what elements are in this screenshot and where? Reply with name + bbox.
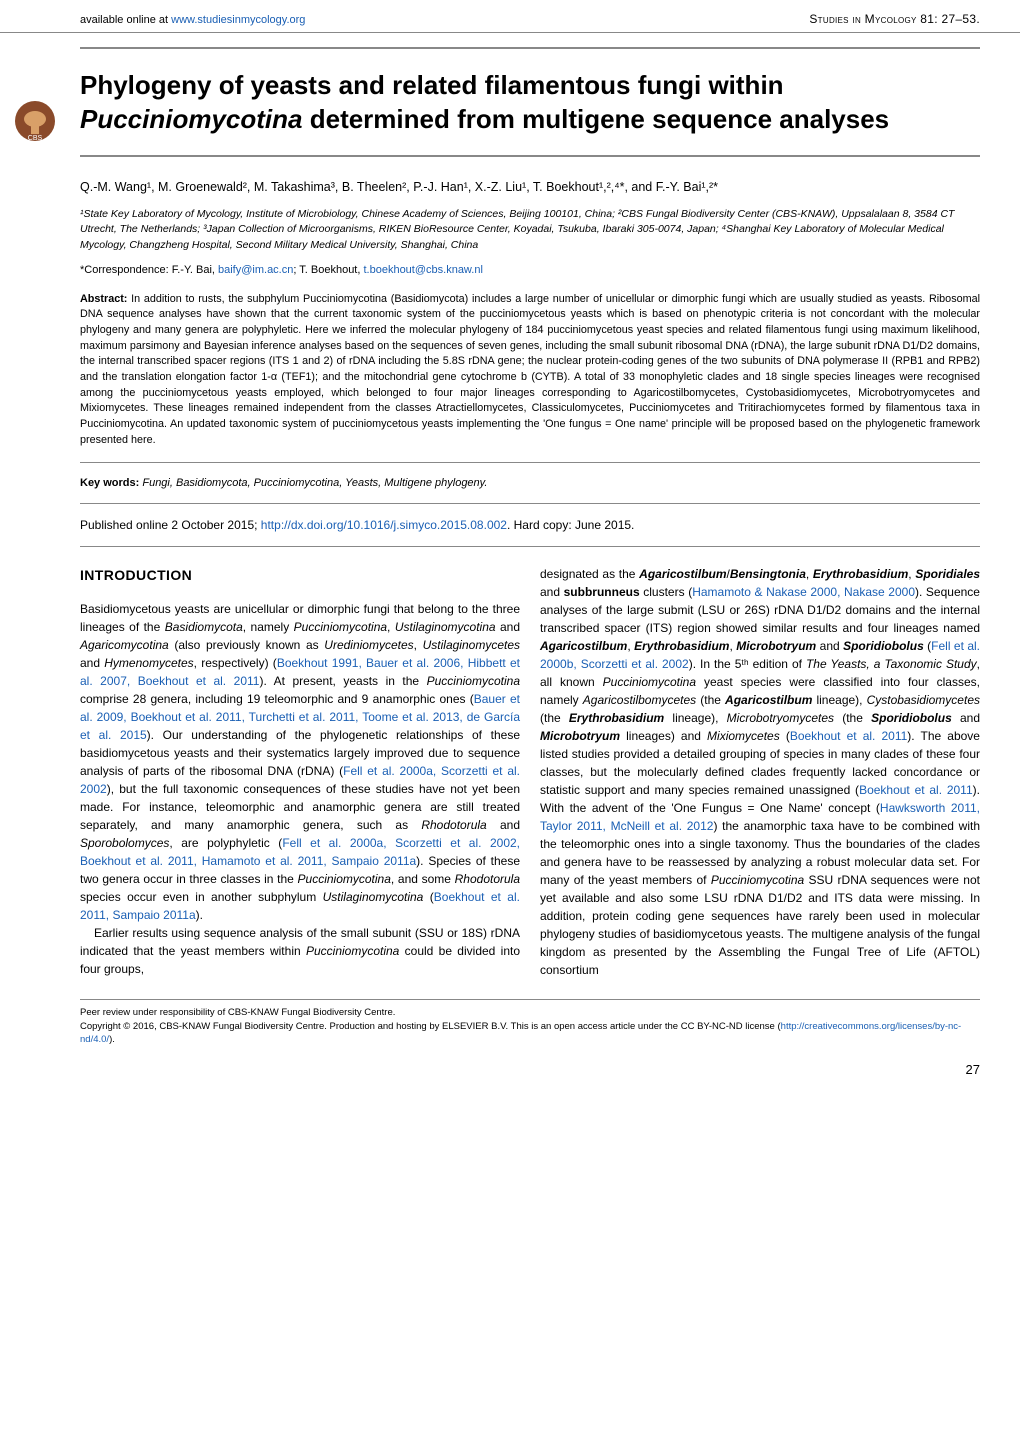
correspondence-label: *Correspondence xyxy=(80,264,166,276)
introduction-heading: INTRODUCTION xyxy=(80,565,520,586)
doi-link[interactable]: http://dx.doi.org/10.1016/j.simyco.2015.… xyxy=(261,518,507,532)
svg-text:CBS: CBS xyxy=(28,135,43,142)
peer-review-note: Peer review under responsibility of CBS-… xyxy=(80,1006,980,1019)
right-column: designated as the Agaricostilbum/Bensing… xyxy=(540,565,980,979)
journal-logo: CBS xyxy=(14,100,56,142)
separator-1 xyxy=(80,462,980,463)
copyright-note: Copyright © 2016, CBS-KNAW Fungal Biodiv… xyxy=(80,1020,980,1047)
published-online: Published online 2 October 2015; http://… xyxy=(80,518,980,532)
email-link-2[interactable]: t.boekhout@cbs.knaw.nl xyxy=(363,264,482,276)
journal-reference: Studies in Mycology 81: 27–53. xyxy=(809,12,980,26)
keywords-label: Key words: xyxy=(80,477,139,489)
keywords-block: Key words: Fungi, Basidiomycota, Puccini… xyxy=(80,477,980,489)
keywords-body: Fungi, Basidiomycota, Pucciniomycotina, … xyxy=(139,477,487,489)
pub-text1: Published online 2 October 2015; xyxy=(80,518,261,532)
side-tab: Studies in Mycology xyxy=(0,680,52,1320)
page-number: 27 xyxy=(0,1062,980,1077)
correspondence-text2: ; T. Boekhout, xyxy=(293,264,363,276)
title-emph: Pucciniomycotina xyxy=(80,104,303,134)
abstract-block: Abstract: In addition to rusts, the subp… xyxy=(80,292,980,448)
title-line1: Phylogeny of yeasts and related filament… xyxy=(80,70,784,100)
journal-url-link[interactable]: www.studiesinmycology.org xyxy=(171,14,305,26)
authors-block: Q.-M. Wang¹, M. Groenewald², M. Takashim… xyxy=(80,177,980,197)
header-left: available online at www.studiesinmycolog… xyxy=(80,14,305,26)
ref-link[interactable]: Hamamoto & Nakase 2000, Nakase 2000 xyxy=(692,585,915,599)
intro-para-1: Basidiomycetous yeasts are unicellular o… xyxy=(80,600,520,924)
correspondence-block: *Correspondence: F.-Y. Bai, baify@im.ac.… xyxy=(80,264,980,276)
abstract-body: In addition to rusts, the subphylum Pucc… xyxy=(80,293,980,446)
footer-block: Peer review under responsibility of CBS-… xyxy=(80,999,980,1046)
title-line2-rest: determined from multigene sequence analy… xyxy=(303,104,890,134)
ref-link[interactable]: Boekhout et al. 2011 xyxy=(859,783,973,797)
abstract-label: Abstract: xyxy=(80,293,127,305)
intro-para-cont: designated as the Agaricostilbum/Bensing… xyxy=(540,565,980,979)
email-link-1[interactable]: baify@im.ac.cn xyxy=(218,264,293,276)
separator-2 xyxy=(80,503,980,504)
title-section: Phylogeny of yeasts and related filament… xyxy=(80,47,980,157)
affiliations: ¹State Key Laboratory of Mycology, Insti… xyxy=(80,207,980,254)
body-columns: INTRODUCTION Basidiomycetous yeasts are … xyxy=(80,565,980,979)
ref-link[interactable]: Boekhout et al. 2011 xyxy=(790,729,907,743)
article-title: Phylogeny of yeasts and related filament… xyxy=(80,69,980,137)
pub-text2: . Hard copy: June 2015. xyxy=(507,518,634,532)
separator-3 xyxy=(80,546,980,547)
left-column: INTRODUCTION Basidiomycetous yeasts are … xyxy=(80,565,520,979)
available-text: available online at xyxy=(80,14,171,26)
header-bar: available online at www.studiesinmycolog… xyxy=(0,0,1020,33)
intro-para-2: Earlier results using sequence analysis … xyxy=(80,924,520,978)
correspondence-text1: : F.-Y. Bai, xyxy=(166,264,218,276)
